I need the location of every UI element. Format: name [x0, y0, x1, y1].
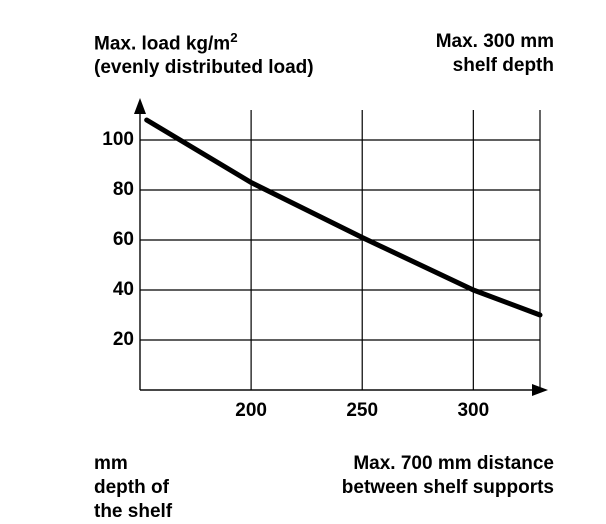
bottom-right-title-line2: between shelf supports [342, 477, 554, 498]
y-tick-label: 100 [90, 129, 134, 151]
y-tick-label: 80 [90, 179, 134, 201]
x-axis-title-line1: mm [94, 453, 128, 474]
x-tick-label: 200 [221, 400, 281, 422]
x-tick-label: 250 [332, 400, 392, 422]
x-axis-title: mm depth of the shelf [94, 452, 172, 523]
top-labels: Max. load kg/m2 (evenly distributed load… [94, 30, 554, 80]
bottom-right-title: Max. 700 mm distance between shelf suppo… [342, 452, 554, 523]
top-right-title-line2: shelf depth [453, 55, 554, 76]
top-right-title-line1: Max. 300 mm [436, 31, 554, 52]
y-axis-title-line2: (evenly distributed load) [94, 57, 314, 78]
x-tick-label: 300 [443, 400, 503, 422]
y-axis-title-line1: Max. load kg/m [94, 33, 230, 54]
y-axis-title: Max. load kg/m2 (evenly distributed load… [94, 30, 314, 80]
bottom-right-title-line1: Max. 700 mm distance [353, 453, 554, 474]
x-axis-title-line3: the shelf [94, 501, 172, 522]
y-tick-label: 60 [90, 229, 134, 251]
y-tick-label: 20 [90, 329, 134, 351]
bottom-labels: mm depth of the shelf Max. 700 mm distan… [94, 452, 554, 523]
x-axis-title-line2: depth of [94, 477, 169, 498]
y-axis-title-sup: 2 [230, 30, 237, 45]
plot-svg [80, 90, 560, 430]
top-right-title: Max. 300 mm shelf depth [436, 30, 554, 80]
y-tick-label: 40 [90, 279, 134, 301]
chart-container: Max. load kg/m2 (evenly distributed load… [0, 0, 606, 524]
plot-area: 20 40 60 80 100 200 250 300 [80, 90, 560, 430]
